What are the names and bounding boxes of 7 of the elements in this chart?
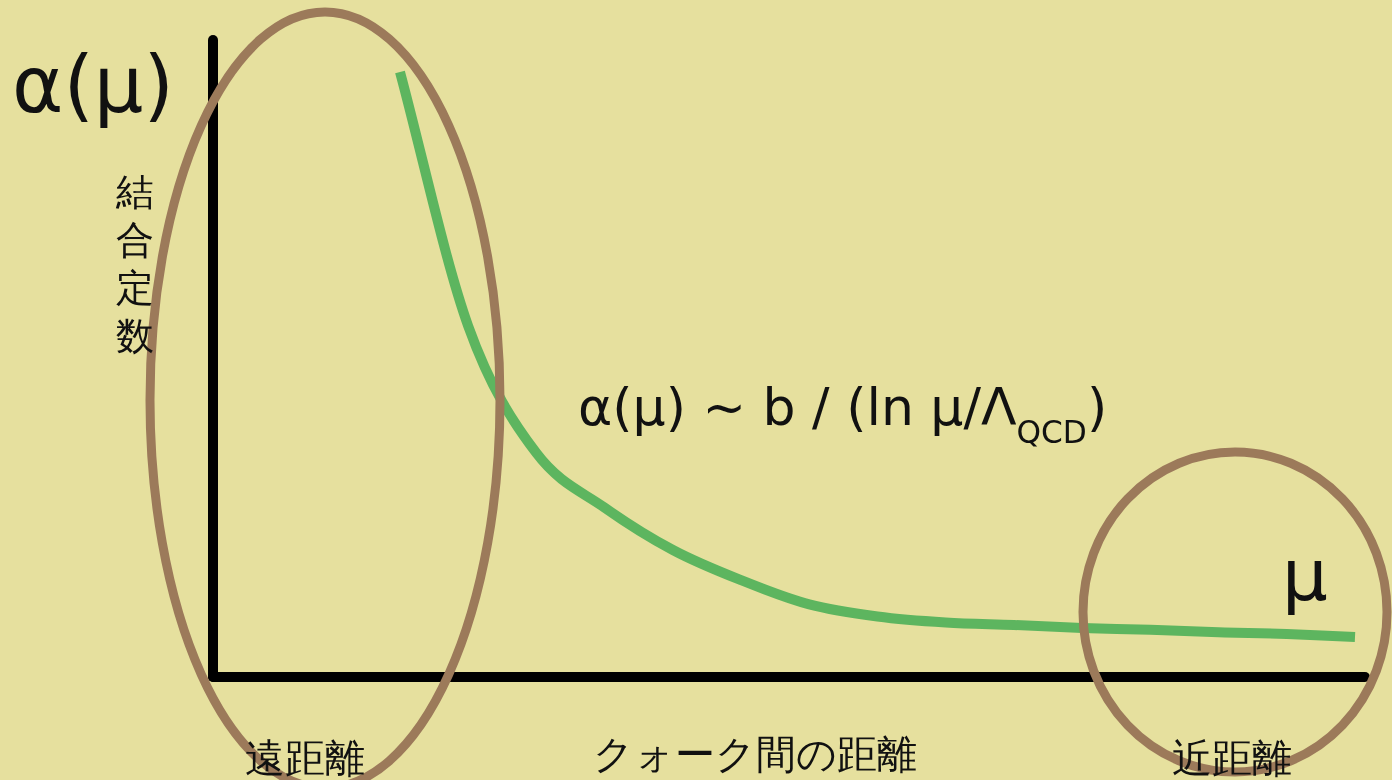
text: α(μ): [12, 40, 174, 130]
text: 結合定数: [115, 170, 154, 358]
annotation: α(μ) ~ b / (ln μ/Λ$_{QCD}$): [578, 377, 1108, 450]
text: 遠距離: [245, 735, 365, 780]
text: 近距離: [1172, 735, 1292, 780]
x-axis-title: クォーク間の距離: [593, 731, 917, 777]
annotation: μ: [1282, 533, 1328, 617]
